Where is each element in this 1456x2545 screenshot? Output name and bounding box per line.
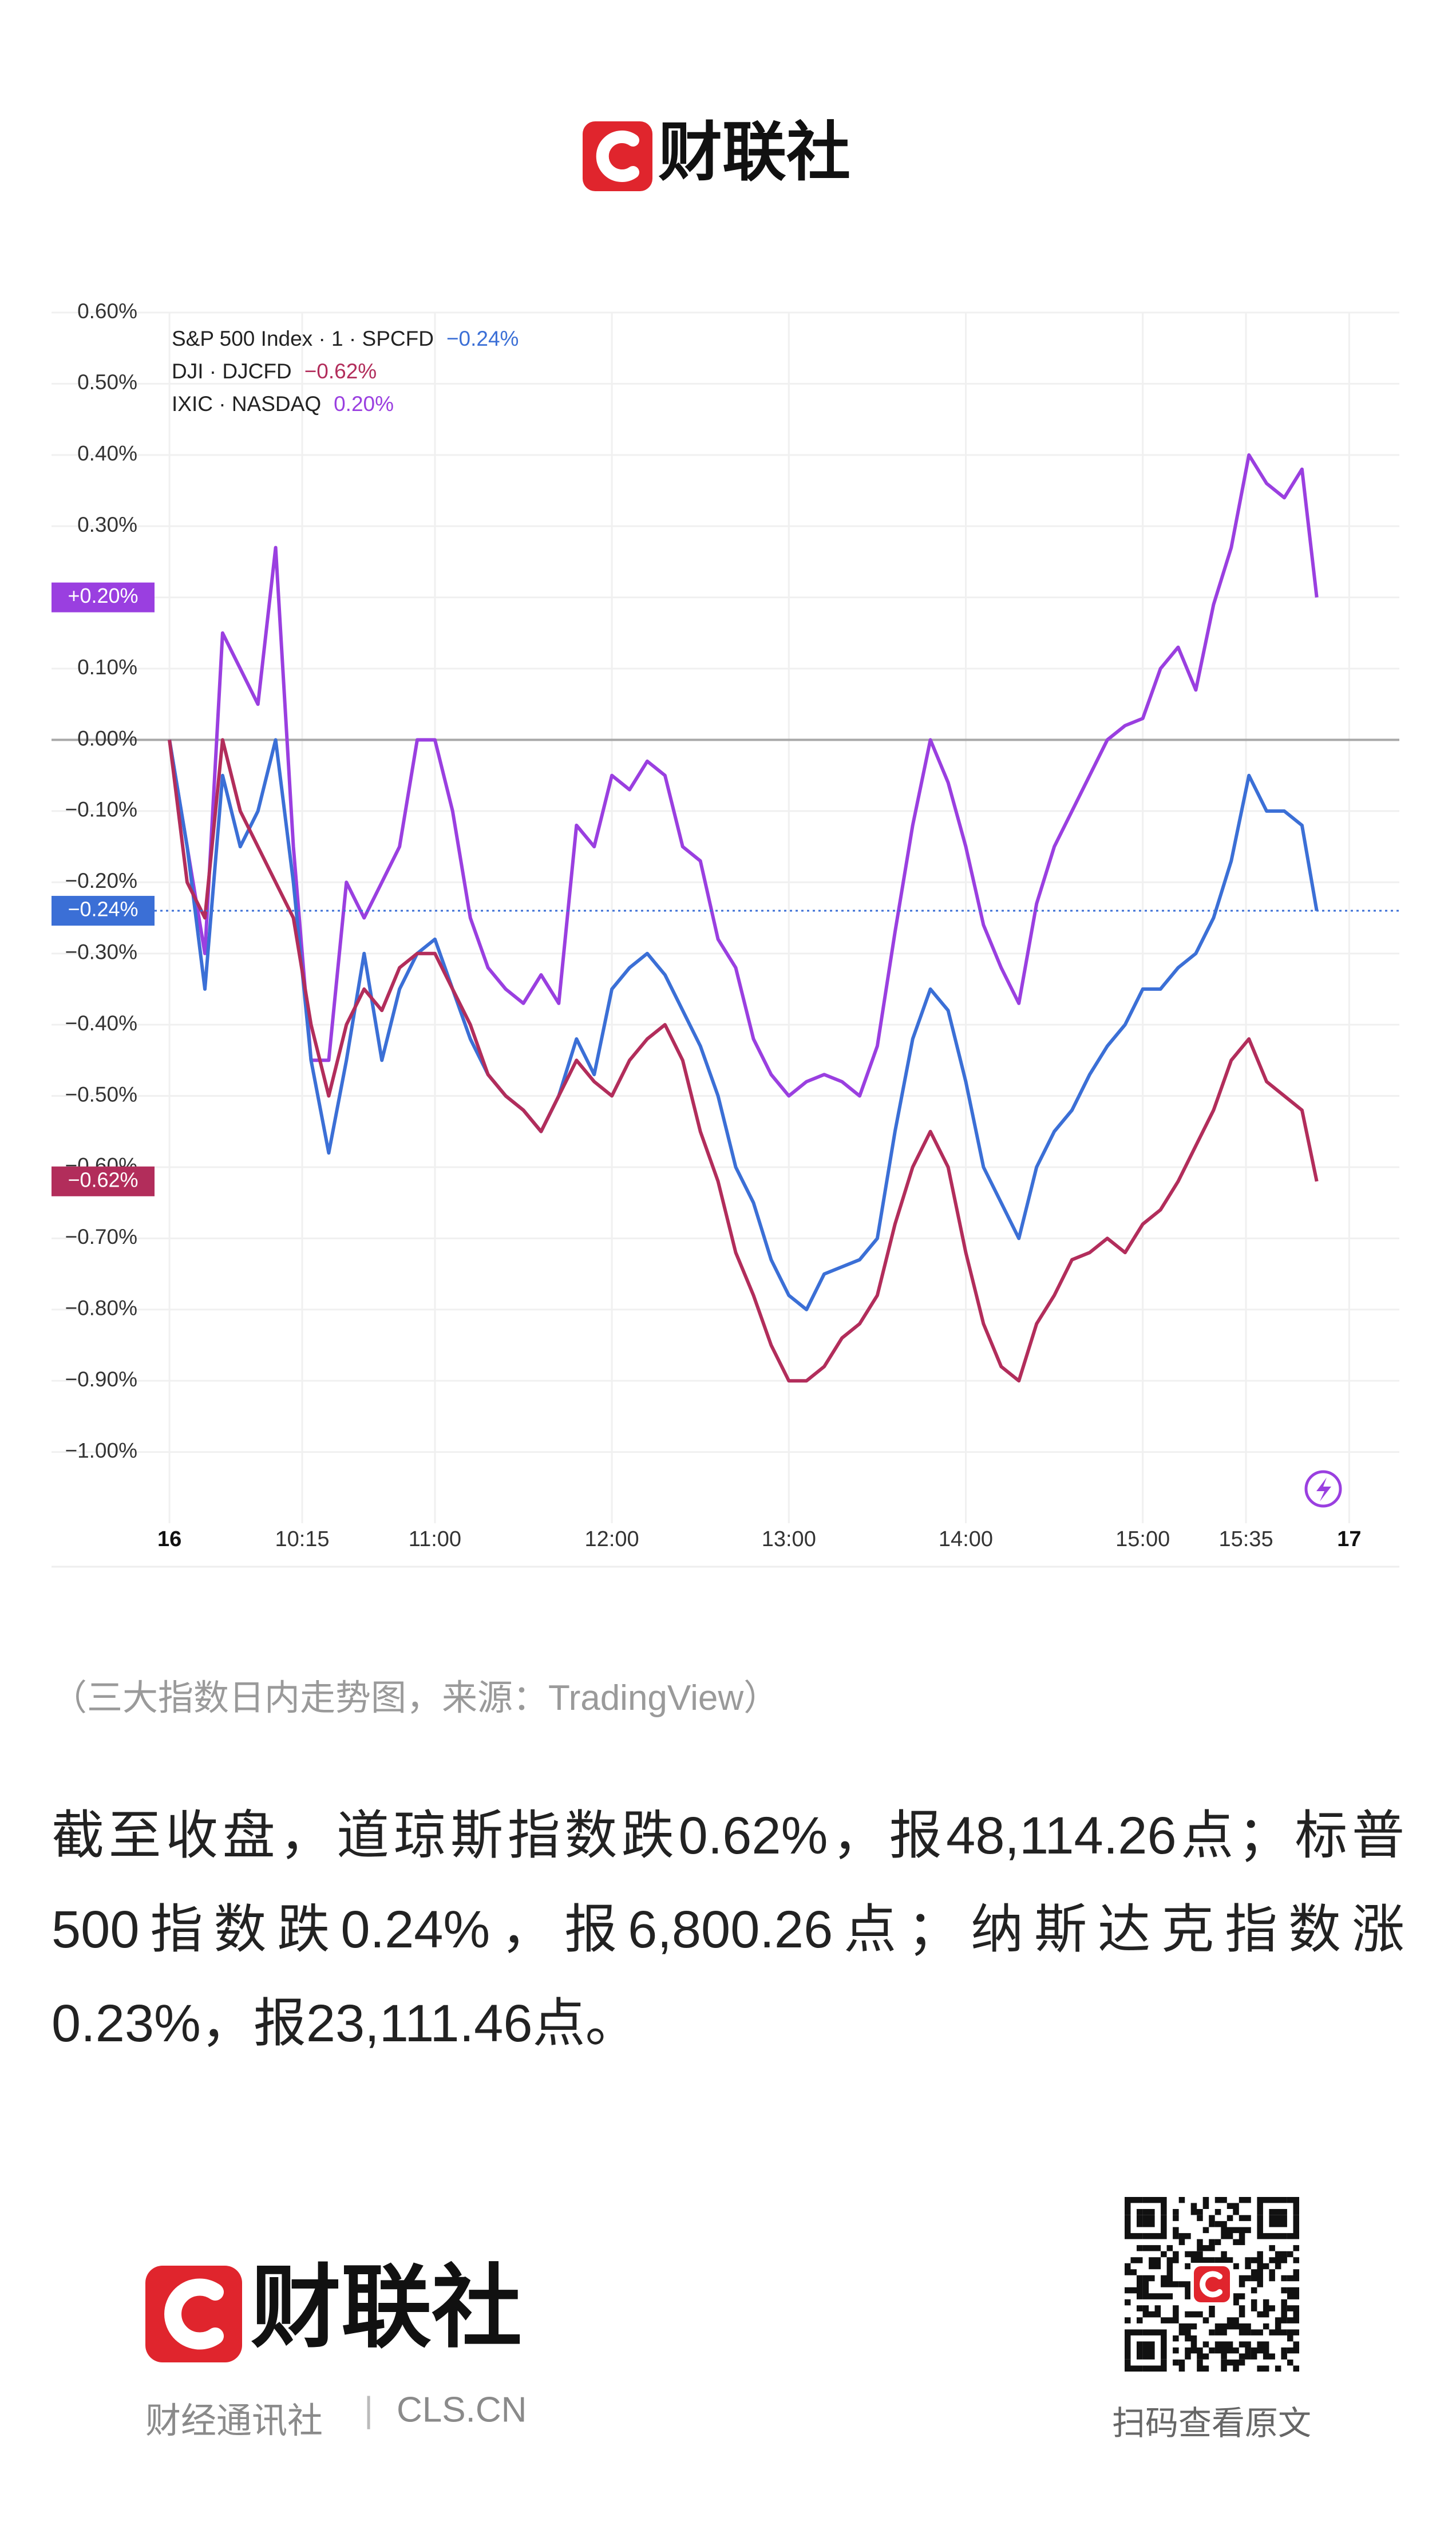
x-tick-label: 11:00 bbox=[409, 1527, 461, 1551]
y-tick-label: 0.10% bbox=[77, 655, 137, 679]
y-tick-label: 0.60% bbox=[77, 299, 137, 323]
series-line bbox=[168, 738, 1319, 1383]
footer: 财联社 | CLS.CN bbox=[145, 2197, 1300, 2429]
legend-value: −0.24% bbox=[446, 327, 519, 350]
x-tick-label: 10:15 bbox=[275, 1527, 329, 1551]
series-line bbox=[168, 453, 1319, 1098]
x-tick-label: 16 bbox=[157, 1527, 181, 1551]
series-line bbox=[168, 738, 1319, 1311]
legend-value: −0.62% bbox=[304, 359, 377, 383]
legend-name: DJI · DJCFD bbox=[172, 359, 292, 383]
header: 财联社 bbox=[583, 117, 850, 191]
y-tick-label: −0.30% bbox=[65, 940, 137, 963]
x-tick-label: 12:00 bbox=[585, 1527, 639, 1551]
x-tick-label: 13:00 bbox=[762, 1527, 816, 1551]
value-badge-label: −0.24% bbox=[68, 898, 138, 921]
chart: 16 10:15 11:00 12:00 13:00 14:00 15:00 15:35 17 −… bbox=[52, 299, 1399, 1568]
y-tick-label: −0.20% bbox=[65, 869, 137, 892]
y-tick-label: 0.40% bbox=[77, 442, 137, 465]
logo-text: 财联社 bbox=[658, 117, 850, 188]
qr-caption: 扫码查看原文 bbox=[1111, 2405, 1311, 2442]
qr-modules bbox=[1125, 2197, 1300, 2372]
value-badge-label: +0.20% bbox=[68, 584, 138, 607]
value-badge bbox=[52, 896, 155, 926]
separator: | bbox=[364, 2390, 373, 2429]
x-tick-label: 14:00 bbox=[939, 1527, 993, 1551]
logo-c bbox=[596, 131, 639, 182]
qr-code bbox=[1125, 2197, 1300, 2372]
icon bbox=[1304, 1470, 1342, 1508]
body-text: 截至收盘，道琼斯指数跌0.62%，报48,114.26点；标普500指数跌0.2… bbox=[52, 1807, 1404, 2053]
y-tick-label: −0.70% bbox=[65, 1225, 137, 1248]
site: CLS.CN bbox=[397, 2390, 527, 2429]
y-tick-label: 0.00% bbox=[77, 726, 137, 750]
y-tick-label: −0.40% bbox=[65, 1011, 137, 1035]
y-tick-label: 0.30% bbox=[77, 513, 137, 536]
legend-name: IXIC · NASDAQ bbox=[172, 392, 321, 416]
y-tick-label: −0.80% bbox=[65, 1297, 137, 1320]
x-tick-label: 17 bbox=[1337, 1527, 1361, 1551]
y-tick-label: 0.50% bbox=[77, 370, 137, 394]
value-badge-label: −0.62% bbox=[68, 1168, 138, 1191]
qr-logo-c bbox=[1200, 2271, 1222, 2298]
y-tick-label: −1.00% bbox=[65, 1439, 137, 1462]
x-tick-label: 15:00 bbox=[1115, 1527, 1170, 1551]
y-tick-label: −0.10% bbox=[65, 798, 137, 821]
logo-c bbox=[164, 2278, 224, 2350]
value-badge bbox=[52, 1166, 155, 1196]
logo-text: 财联社 bbox=[251, 2258, 522, 2358]
icon bbox=[1316, 1477, 1331, 1501]
caption: （三大指数日内走势图，来源：TradingView） bbox=[52, 1678, 780, 1718]
legend-name: S&P 500 Index · 1 · SPCFD bbox=[172, 327, 434, 350]
y-tick-label: −0.50% bbox=[65, 1082, 137, 1106]
x-tick-label: 15:35 bbox=[1218, 1527, 1273, 1551]
value-badge bbox=[52, 582, 155, 612]
legend-value: 0.20% bbox=[334, 392, 394, 416]
tagline: 财经通讯社 bbox=[145, 2401, 323, 2441]
y-tick-label: −0.90% bbox=[65, 1368, 137, 1391]
